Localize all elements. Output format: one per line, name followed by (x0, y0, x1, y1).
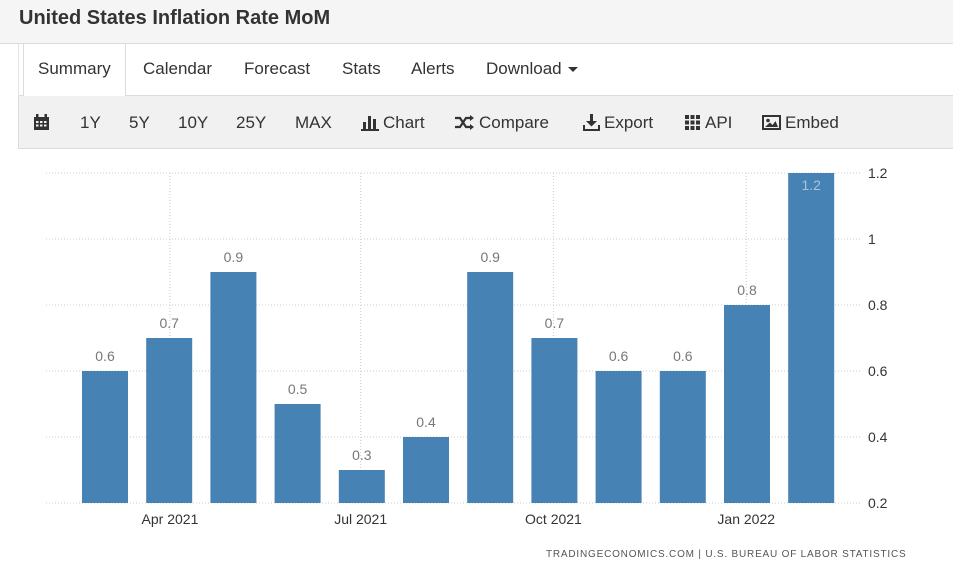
bar (467, 272, 514, 503)
shuffle-icon (455, 115, 474, 130)
calendar-button[interactable] (33, 96, 54, 149)
embed-button[interactable]: Embed (762, 96, 839, 149)
bar-chart-icon (361, 116, 379, 131)
title-bar: United States Inflation Rate MoM (0, 0, 953, 44)
caret-down-icon (567, 67, 578, 73)
bar-data-label: 0.9 (224, 249, 244, 265)
bar (82, 371, 128, 503)
tab-bar: Summary Calendar Forecast Stats Alerts D… (18, 44, 953, 97)
x-tick-label: Oct 2021 (525, 511, 582, 527)
tab-calendar-label: Calendar (143, 59, 212, 78)
chart-button-label: Chart (383, 113, 425, 132)
y-tick-label: 0.4 (868, 429, 888, 445)
y-tick-label: 0.8 (868, 297, 888, 313)
range-5y-button[interactable]: 5Y (129, 113, 150, 132)
bar-chart: 0.2 0.4 0.6 0.8 1 1.2 Apr 2021 Jul 2021 Oct 2021… (46, 165, 888, 527)
bar (403, 437, 449, 503)
bar-data-label: 0.9 (480, 249, 500, 265)
x-tick-label: Apr 2021 (142, 511, 199, 527)
api-button[interactable]: API (684, 96, 732, 149)
export-button[interactable]: Export (583, 96, 653, 149)
tab-stats-label: Stats (342, 59, 381, 78)
source-attribution: TRADINGECONOMICS.COM | U.S. BUREAU OF LA… (546, 549, 907, 560)
range-1y-button[interactable]: 1Y (80, 113, 101, 132)
tab-forecast[interactable]: Forecast (230, 44, 324, 96)
bar (146, 338, 193, 503)
y-tick-label: 0.6 (868, 363, 888, 379)
tab-forecast-label: Forecast (244, 59, 311, 78)
bar (274, 404, 321, 503)
bar (531, 338, 578, 503)
compare-button[interactable]: Compare (454, 96, 549, 149)
bar-data-label: 0.3 (352, 447, 372, 463)
bar-data-label: 0.6 (609, 348, 629, 364)
chart-area: 0.2 0.4 0.6 0.8 1 1.2 Apr 2021 Jul 2021 Oct 2021… (18, 149, 953, 571)
compare-button-label: Compare (479, 113, 549, 132)
download-icon (583, 114, 600, 131)
range-10y-button[interactable]: 10Y (178, 113, 209, 132)
embed-button-label: Embed (785, 113, 839, 132)
bar (659, 371, 706, 503)
tab-stats[interactable]: Stats (328, 44, 395, 96)
tab-alerts-label: Alerts (411, 59, 455, 78)
page-title: United States Inflation Rate MoM (19, 7, 331, 29)
tab-summary[interactable]: Summary (23, 44, 126, 97)
export-button-label: Export (604, 113, 654, 132)
x-tick-label: Jan 2022 (717, 511, 775, 527)
tab-download-label: Download (486, 59, 562, 78)
bar (788, 173, 835, 503)
api-button-label: API (705, 113, 733, 132)
range-max-button[interactable]: MAX (295, 113, 332, 132)
tab-alerts[interactable]: Alerts (397, 44, 468, 96)
chart-toolbar: 1Y 5Y 10Y 25Y MAX Chart Compare Export (18, 96, 953, 149)
bar-data-label: 0.7 (545, 315, 565, 331)
bar-data-label: 0.6 (95, 348, 115, 364)
bar (595, 371, 642, 503)
bar-data-label: 0.6 (673, 348, 693, 364)
bar (338, 470, 385, 503)
bar (724, 305, 770, 503)
bar-data-label: 0.7 (159, 315, 179, 331)
y-tick-label: 0.2 (868, 495, 888, 511)
tab-download[interactable]: Download (472, 44, 592, 96)
y-tick-label: 1 (868, 231, 876, 247)
bar (210, 272, 257, 503)
range-25y-button[interactable]: 25Y (236, 113, 267, 132)
bar-data-label: 0.4 (416, 414, 436, 430)
y-tick-label: 1.2 (868, 165, 888, 181)
grid-icon (685, 115, 700, 130)
tab-summary-label: Summary (38, 59, 111, 78)
x-tick-label: Jul 2021 (334, 511, 387, 527)
chart-button[interactable]: Chart (361, 96, 425, 149)
calendar-icon (34, 114, 49, 130)
image-icon (762, 115, 781, 130)
bar-data-label: 0.5 (288, 381, 308, 397)
tab-calendar[interactable]: Calendar (129, 44, 226, 96)
bar-data-label: 1.2 (801, 177, 821, 193)
bar-data-label: 0.8 (737, 282, 757, 298)
